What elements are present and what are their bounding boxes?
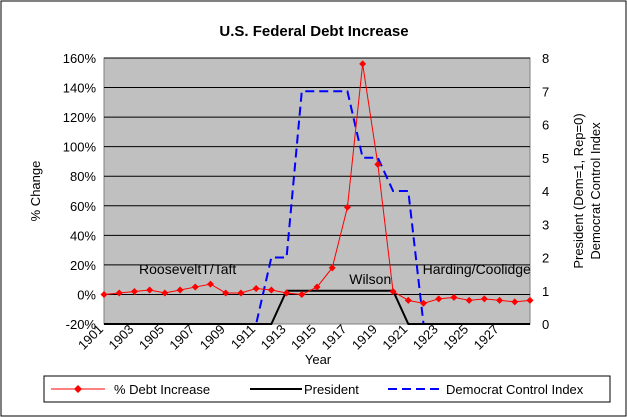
debt-point [404,296,412,304]
y-axis-left: -20% 0% 20% 40% 60% 80% 100% 120% 140% 160% [63,51,97,332]
legend-box [43,375,611,403]
y2-tick-label: 2 [542,251,549,266]
debt-point [146,286,154,294]
debt-point [283,289,291,297]
debt-point [465,296,473,304]
debt-point [237,289,245,297]
debt-point [298,290,306,298]
y2-tick-label: 0 [542,317,549,332]
gridlines [104,57,530,295]
x-axis-title: Year [305,352,332,367]
legend-marker-debt [74,385,82,393]
y2-axis-title-line2: Democrat Control Index [588,122,603,260]
y-tick-label: 20% [70,258,96,273]
debt-point [191,283,199,291]
y-tick-label: -20% [66,317,97,332]
y-axis-right: 0 1 2 3 4 5 6 7 8 [542,51,549,332]
annotation-label: RooseveltT/Taft [139,261,236,277]
y2-tick-label: 1 [542,284,549,299]
debt-point [161,289,169,297]
y2-tick-label: 6 [542,118,549,133]
y-tick-label: 140% [63,81,97,96]
debt-point [130,287,138,295]
legend-label-dem-index: Democrat Control Index [446,382,584,397]
debt-point [496,296,504,304]
y2-tick-label: 5 [542,151,549,166]
debt-point [252,285,260,293]
debt-point [115,289,123,297]
debt-point [389,287,397,295]
debt-point [480,295,488,303]
chart-title: U.S. Federal Debt Increase [219,23,408,40]
series-layer [100,60,534,325]
debt-point [328,264,336,272]
debt-point [100,290,108,298]
y-axis-title: % Change [28,161,43,222]
y-tick-label: 0% [77,287,96,302]
debt-point [313,283,321,291]
debt-point [176,286,184,294]
y2-tick-label: 3 [542,217,549,232]
debt-point [207,280,214,288]
annotation-label: Harding/Coolidge [423,261,531,277]
y-tick-label: 160% [63,51,97,66]
debt-point [420,299,427,307]
series-line-president [104,289,530,325]
legend: % Debt Increase President Democrat Contr… [43,375,611,403]
plot-area [103,57,531,325]
debt-point [359,60,367,68]
y-tick-label: 80% [70,169,96,184]
legend-label-president: President [304,382,359,397]
debt-point [222,289,230,297]
y-tick-label: 40% [70,228,96,243]
y2-axis-title-line1: President (Dem=1, Rep=0) [571,113,586,268]
y2-tick-label: 4 [542,184,549,199]
debt-point [267,286,275,294]
y2-tick-label: 8 [542,51,549,66]
annotations: RooseveltT/Taft Wilson Harding/Coolidge [139,261,531,287]
debt-point [435,295,443,303]
debt-point [343,203,351,211]
debt-point [511,298,519,306]
debt-point [374,160,382,168]
debt-point [450,293,458,301]
annotation-label: Wilson [349,271,391,287]
y2-tick-label: 7 [542,84,549,99]
legend-label-debt: % Debt Increase [114,382,210,397]
debt-point [526,296,534,304]
y-tick-label: 120% [63,110,97,125]
y-tick-label: 100% [63,140,97,155]
y-tick-label: 60% [70,199,96,214]
